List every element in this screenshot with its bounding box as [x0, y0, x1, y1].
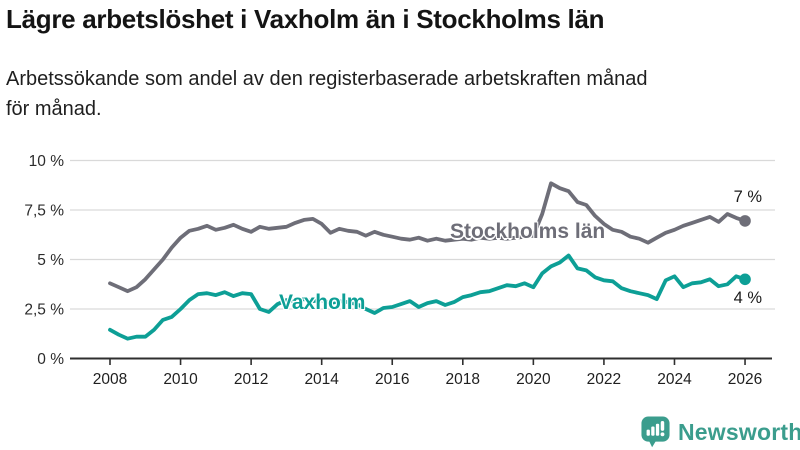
- y-axis-tick-label: 10 %: [29, 153, 65, 170]
- x-axis-tick-label: 2018: [446, 371, 480, 388]
- chart-subtitle-line1: Arbetssökande som andel av den registerb…: [6, 68, 648, 90]
- x-axis-tick-label: 2014: [304, 371, 339, 388]
- x-axis-tick-label: 2008: [93, 371, 127, 388]
- x-axis-tick-label: 2022: [587, 371, 621, 388]
- series-end-dot-stockholms-l-n: [739, 215, 751, 227]
- end-value-label-stockholms-lan: 7 %: [733, 188, 762, 206]
- x-axis-tick-label: 2012: [234, 371, 268, 388]
- chart-subtitle: Arbetssökande som andel av den registerb…: [6, 64, 794, 124]
- series-label-vaxholm: Vaxholm: [279, 291, 366, 314]
- newsworthy-logo-text: Newsworthy: [678, 418, 800, 445]
- x-axis-tick-label: 2010: [163, 371, 198, 388]
- series-line-vaxholm: [108, 253, 747, 341]
- series-line-stockholms-l-n: [108, 181, 747, 294]
- page-title: Lägre arbetslöshet i Vaxholm än i Stockh…: [6, 4, 605, 34]
- newsworthy-logo[interactable]: Newsworthy: [640, 415, 800, 448]
- series-label-stockholms-lan: Stockholms län: [450, 220, 606, 243]
- x-axis-tick-label: 2024: [657, 371, 692, 388]
- y-axis-tick-label: 0 %: [37, 351, 64, 368]
- y-axis-tick-label: 2,5 %: [24, 302, 64, 319]
- end-value-label-vaxholm: 4 %: [733, 289, 762, 307]
- x-axis-tick-label: 2020: [516, 371, 551, 388]
- x-axis-tick-label: 2016: [375, 371, 409, 388]
- series-end-dot-vaxholm: [739, 273, 751, 286]
- chart-header: Lägre arbetslöshet i Vaxholm än i Stockh…: [6, 2, 794, 124]
- y-axis-tick-label: 7,5 %: [24, 203, 64, 220]
- y-axis-tick-label: 5 %: [37, 252, 64, 269]
- bar-chart-speech-bubble-icon: [641, 416, 670, 448]
- x-axis-tick-label: 2026: [728, 371, 762, 388]
- chart-subtitle-line2: för månad.: [6, 98, 102, 120]
